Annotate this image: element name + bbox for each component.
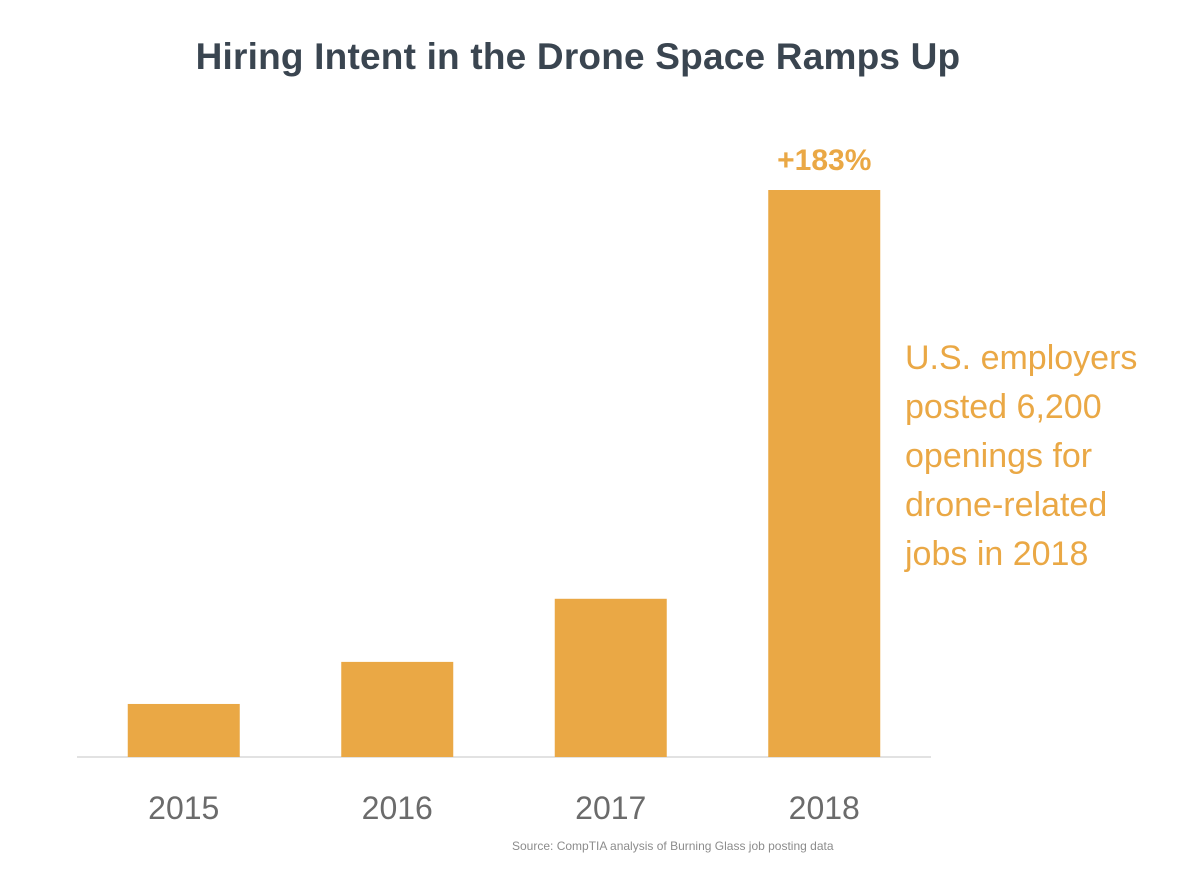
- annotation-text: U.S. employers posted 6,200 openings for…: [905, 334, 1185, 579]
- annotation-line: U.S. employers: [905, 339, 1138, 377]
- bar-2016: [341, 661, 454, 757]
- annotation-line: posted 6,200: [905, 388, 1102, 426]
- annotation-line: openings for: [905, 437, 1093, 475]
- x-tick-label: 2015: [148, 790, 219, 826]
- bar-2017: [554, 598, 667, 757]
- annotation-line: drone-related: [905, 486, 1108, 524]
- chart-title: Hiring Intent in the Drone Space Ramps U…: [195, 36, 961, 77]
- x-tick-labels-layer: 2015 2016 2017 2018: [148, 790, 860, 826]
- bar-2015: [127, 703, 240, 757]
- bars-layer: [127, 190, 881, 757]
- x-tick-label: 2018: [789, 790, 860, 826]
- source-note: Source: CompTIA analysis of Burning Glas…: [512, 839, 834, 853]
- data-labels-layer: +183%: [777, 144, 871, 177]
- x-tick-label: 2017: [575, 790, 646, 826]
- data-label: +183%: [777, 144, 871, 177]
- annotation-line: jobs in 2018: [905, 535, 1089, 573]
- x-tick-label: 2016: [362, 790, 433, 826]
- bar-2018: [768, 190, 881, 757]
